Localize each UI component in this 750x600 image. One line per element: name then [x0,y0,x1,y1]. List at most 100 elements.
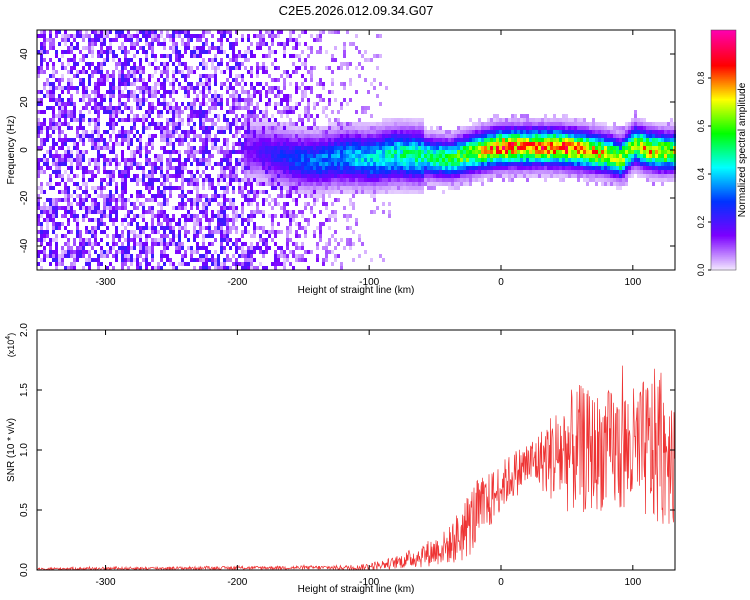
spectrogram-cell [169,226,172,230]
spectrogram-cell [202,182,205,186]
spectrogram-cell [322,86,325,90]
spectrogram-cell [184,206,187,210]
spectrogram-cell [241,54,244,58]
spectrogram-cell [397,158,400,162]
spectrogram-cell [271,114,274,118]
spectrogram-cell [310,66,313,70]
spectrogram-cell [154,242,157,246]
spectrogram-cell [301,122,304,126]
spectrogram-cell [562,166,565,170]
spectrogram-cell [229,198,232,202]
spectrogram-cell [178,118,181,122]
spectrogram-cell [133,98,136,102]
spectrogram-cell [364,186,367,190]
spectrogram-cell [85,262,88,266]
spectrogram-cell [88,62,91,66]
spectrogram-cell [511,166,514,170]
spectrogram-cell [154,134,157,138]
spectrogram-cell [205,86,208,90]
spectrogram-cell [355,178,358,182]
spectrogram-cell [49,242,52,246]
spectrogram-cell [208,202,211,206]
spectrogram-cell [181,170,184,174]
spectrogram-cell [55,210,58,214]
spectrogram-cell [520,154,523,158]
spectrogram-cell [430,174,433,178]
spectrogram-cell [307,154,310,158]
spectrogram-cell [40,102,43,106]
spectrogram-cell [139,250,142,254]
spectrogram-cell [325,66,328,70]
spectrogram-cell [136,146,139,150]
spectrogram-cell [85,106,88,110]
spectrogram-cell [364,154,367,158]
spectrogram-cell [235,262,238,266]
spectrogram-cell [106,30,109,34]
spectrogram-cell [358,190,361,194]
spectrogram-cell [274,258,277,262]
spectrogram-cell [157,90,160,94]
spectrogram-cell [199,174,202,178]
spectrogram-cell [229,162,232,166]
spectrogram-cell [307,166,310,170]
spectrogram-cell [73,66,76,70]
spectrogram-cell [451,138,454,142]
spectrogram-cell [460,158,463,162]
spectrogram-cell [319,154,322,158]
spectrogram-cell [289,250,292,254]
spectrogram-cell [313,162,316,166]
spectrogram-cell [442,134,445,138]
spectrogram-cell [547,170,550,174]
spectrogram-cell [517,134,520,138]
spectrogram-cell [451,178,454,182]
spectrogram-cell [121,242,124,246]
spectrogram-cell [295,46,298,50]
spectrogram-cell [175,166,178,170]
spectrogram-cell [217,30,220,34]
spectrogram-cell [223,190,226,194]
spectrogram-cell [466,138,469,142]
spectrogram-cell [286,194,289,198]
spectrogram-cell [445,130,448,134]
spectrogram-cell [481,178,484,182]
spectrogram-cell [220,194,223,198]
spectrogram-cell [82,142,85,146]
spectrogram-cell [418,138,421,142]
spectrogram-cell [94,66,97,70]
spectrogram-cell [94,218,97,222]
spectrogram-cell [325,254,328,258]
spectrogram-cell [469,146,472,150]
spectrogram-cell [457,150,460,154]
spectrogram-cell [163,262,166,266]
spectrogram-cell [58,58,61,62]
spectrogram-cell [49,86,52,90]
spectrogram-cell [181,42,184,46]
spectrogram-cell [118,110,121,114]
spectrogram-cell [304,206,307,210]
spectrogram-cell [151,94,154,98]
spectrogram-cell [148,170,151,174]
spectrogram-cell [241,210,244,214]
spectrogram-cell [262,146,265,150]
spectrogram-cell [358,126,361,130]
spectrogram-cell [61,254,64,258]
spectrogram-cell [142,34,145,38]
spectrogram-cell [157,218,160,222]
spectrogram-cell [226,218,229,222]
spectrogram-cell [139,238,142,242]
spectrogram-cell [256,206,259,210]
spectrogram-cell [121,46,124,50]
spectrogram-cell [505,162,508,166]
spectrogram-cell [178,194,181,198]
spectrogram-cell [88,34,91,38]
spectrogram-cell [178,186,181,190]
spectrogram-cell [472,130,475,134]
spectrogram-cell [64,154,67,158]
spectrogram-cell [136,98,139,102]
spectrogram-cell [145,266,148,270]
spectrogram-cell [67,86,70,90]
spectrogram-cell [250,82,253,86]
spectrogram-cell [40,110,43,114]
spectrogram-cell [334,182,337,186]
spectrogram-cell [478,118,481,122]
